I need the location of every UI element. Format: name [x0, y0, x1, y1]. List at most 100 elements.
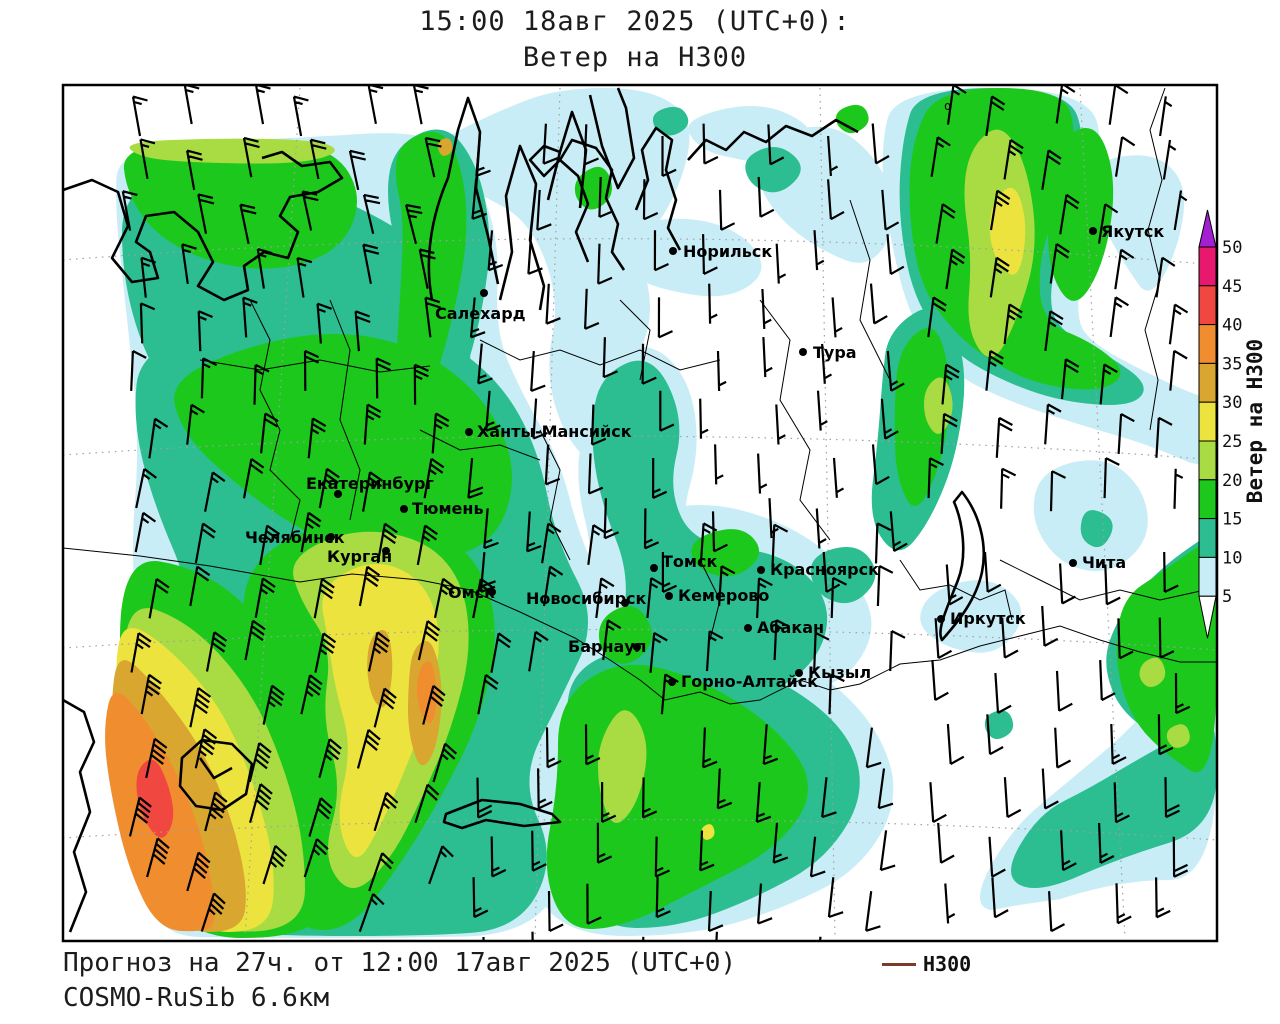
city-marker [621, 599, 629, 607]
city-label: Горно-Алтайск [681, 672, 818, 691]
city-marker [669, 247, 677, 255]
colorbar-tick-label: 50 [1222, 238, 1242, 258]
coastline [528, 144, 561, 178]
wind-barb-strokes [121, 85, 1191, 941]
admin-border-line [419, 429, 541, 461]
legend: Н300 [882, 952, 971, 976]
city-marker [1089, 227, 1097, 235]
graticule-line [1079, 87, 1126, 939]
page-title-datetime: 15:00 18авг 2025 (UTC+0): [419, 6, 851, 37]
admin-border-line [63, 547, 1217, 705]
page-title-parameter: Ветер на Н300 [522, 42, 748, 73]
wind-speed-region-cyan [1090, 155, 1185, 291]
admin-border-line [999, 559, 1206, 601]
admin-border-line [759, 299, 831, 541]
wind-speed-region-ygreen [598, 710, 647, 823]
city-marker [757, 566, 765, 574]
city-label: Ханты-Мансийск [477, 422, 632, 441]
city-label: Кызыл [808, 663, 871, 682]
colorbar-tick-label: 30 [1222, 393, 1242, 413]
wind-speed-region-green [691, 529, 760, 577]
colorbar-tick-label: 15 [1222, 510, 1242, 530]
city-label: Кемерово [678, 586, 769, 605]
admin-border-line [1144, 87, 1166, 431]
coastline [687, 118, 859, 161]
colorbar-tick-label: 45 [1222, 277, 1242, 297]
wind-speed-region-green [836, 104, 869, 134]
city-marker [334, 490, 342, 498]
city-marker [799, 348, 807, 356]
wind-speed-region-green [1116, 542, 1217, 773]
graticule-line [244, 87, 301, 939]
colorbar-title: Ветер на Н300 [1243, 339, 1267, 503]
colorbar-segment-yellow [1198, 401, 1217, 442]
colorbar: 50 45 40 35 30 25 20 15 10 5 Ветер на Н300 [1198, 209, 1267, 639]
city-label: Иркутск [950, 609, 1026, 628]
colorbar-segment-ygreen [1198, 440, 1217, 481]
coastline [558, 138, 626, 271]
colorbar-segment-orange [1198, 324, 1217, 364]
wind-speed-region-cyan [614, 218, 762, 297]
colorbar-tick-label: 5 [1222, 587, 1232, 607]
wind-speed-region-white [910, 889, 1217, 941]
city-marker [795, 669, 803, 677]
wind-speed-region-teal [652, 106, 689, 136]
admin-border-line [199, 359, 431, 373]
graticule-line [63, 818, 1217, 841]
admin-border-line [539, 429, 571, 561]
city-label: Барнаул [568, 637, 646, 656]
wind-speed-region-yellow [989, 187, 1026, 275]
city-marker [633, 643, 641, 651]
colorbar-segment-teal [1198, 518, 1217, 558]
wind-speed-region-teal [984, 710, 1014, 739]
admin-border-line [249, 299, 301, 541]
colorbar-segment-cyan [1198, 556, 1217, 597]
graticule-line [63, 628, 1217, 651]
city-label: Екатеринбург [306, 474, 434, 493]
city-label: Норильск [683, 242, 772, 261]
city-label: Омск [448, 583, 495, 602]
city-label: Тюмень [412, 499, 484, 518]
admin-border-line [479, 339, 721, 371]
coastline [634, 126, 682, 251]
city-label: Тура [813, 343, 857, 362]
city-label: Новосибирск [526, 589, 647, 608]
coastline [588, 87, 636, 190]
wind-speed-region-orange [417, 661, 437, 724]
city-label: Салехард [435, 304, 526, 323]
coastline [546, 110, 588, 209]
city-marker [480, 289, 488, 297]
wind-speed-region-ygreen [1166, 724, 1190, 748]
city-marker [937, 615, 945, 623]
city-marker [327, 533, 335, 541]
city-marker [465, 428, 473, 436]
wind-speed-region-gold [437, 138, 453, 156]
admin-border-line [899, 559, 1013, 621]
wind-barbs [121, 85, 1191, 941]
wind-speed-region-cyan [757, 126, 894, 263]
legend-label: Н300 [923, 952, 972, 976]
city-marker [668, 678, 676, 686]
city-label: Якутск [1101, 222, 1164, 241]
city-label: Томск [662, 552, 717, 571]
wind-speed-region-ygreen [1139, 657, 1166, 687]
colorbar-segment-green [1198, 479, 1217, 520]
forecast-info-text: Прогноз на 27ч. от 12:00 17авг 2025 (UTC… [63, 948, 737, 978]
city-label: Чита [1082, 553, 1126, 572]
legend-line-swatch [882, 962, 916, 966]
city-label: Челябинск [245, 528, 345, 547]
colorbar-arrow-bottom [1198, 595, 1217, 639]
colorbar-segment-crimson [1198, 246, 1217, 287]
wind-speed-region-teal [1080, 510, 1113, 548]
wind-speed-region-yellow [322, 564, 439, 858]
wind-speed-region-red [136, 759, 174, 838]
colorbar-tick-label: 25 [1222, 432, 1242, 452]
wind-speed-region-green [174, 333, 513, 561]
map-stray-glyph: о [944, 99, 951, 113]
coastline [442, 798, 562, 830]
city-label: Абакан [757, 618, 824, 637]
wind-speed-region-green [1048, 128, 1114, 301]
city-marker [488, 588, 496, 596]
